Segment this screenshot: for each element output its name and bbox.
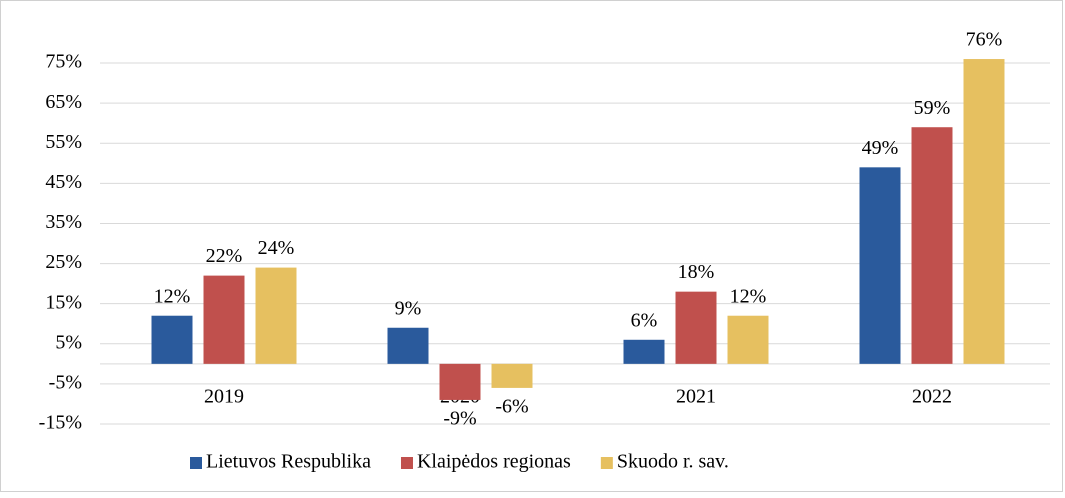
data-label: 6% xyxy=(631,309,658,331)
x-tick-label: 2019 xyxy=(204,385,244,407)
data-label: 9% xyxy=(395,297,422,319)
data-label: 12% xyxy=(730,285,767,307)
data-label: 12% xyxy=(154,285,191,307)
bar xyxy=(255,267,297,364)
legend-label: Skuodo r. sav. xyxy=(617,451,729,473)
y-tick-label: -15% xyxy=(39,412,82,434)
bar xyxy=(963,59,1005,364)
bar xyxy=(675,291,717,364)
y-tick-label: 55% xyxy=(45,131,82,153)
y-tick-label: 35% xyxy=(45,211,82,233)
y-tick-label: -5% xyxy=(49,371,82,393)
data-label: 76% xyxy=(966,29,1003,51)
bar xyxy=(203,275,245,364)
bar xyxy=(439,363,481,400)
y-tick-label: 25% xyxy=(45,251,82,273)
data-label: 22% xyxy=(206,245,243,267)
legend-label: Klaipėdos regionas xyxy=(417,451,571,473)
y-tick-label: 45% xyxy=(45,171,82,193)
x-tick-label: 2021 xyxy=(676,385,716,407)
legend-swatch xyxy=(400,457,413,469)
x-tick-label: 2022 xyxy=(912,385,952,407)
y-tick-label: 5% xyxy=(55,331,82,353)
data-label: 59% xyxy=(914,97,951,119)
bar xyxy=(911,127,953,364)
legend-swatch xyxy=(190,457,202,469)
legend-label: Lietuvos Respublika xyxy=(206,451,371,473)
data-label: 49% xyxy=(862,137,899,159)
bar xyxy=(727,315,769,364)
data-label: 18% xyxy=(678,261,715,283)
data-label: -9% xyxy=(443,408,476,430)
data-label: -6% xyxy=(495,395,528,417)
bar xyxy=(859,167,901,364)
y-tick-label: 15% xyxy=(45,291,82,313)
data-label: 24% xyxy=(258,237,295,259)
y-tick-label: 75% xyxy=(45,51,82,73)
bar xyxy=(491,363,533,388)
bar xyxy=(623,339,665,364)
bar xyxy=(387,327,429,364)
bar xyxy=(151,315,193,364)
legend-swatch xyxy=(600,457,613,469)
y-tick-label: 65% xyxy=(45,91,82,113)
